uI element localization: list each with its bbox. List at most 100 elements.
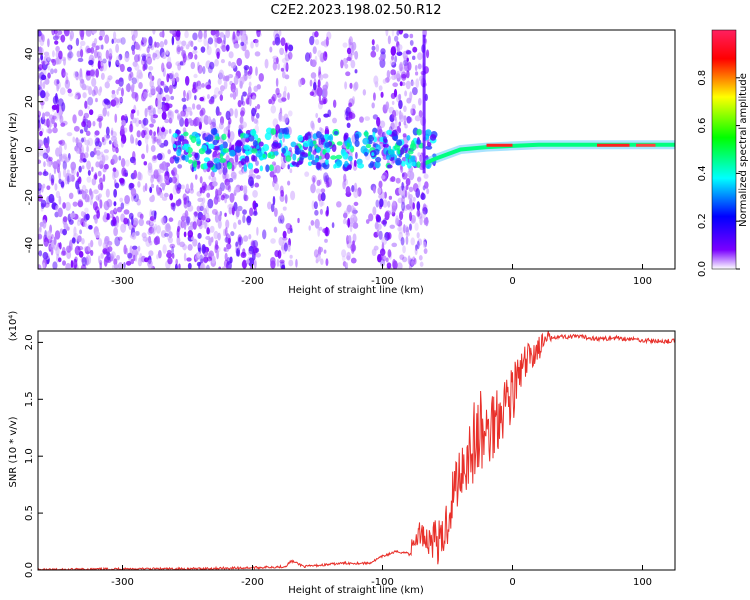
- spectrogram-cell: [403, 105, 407, 113]
- spectrogram-cell: [103, 134, 110, 141]
- spectrogram-cell: [89, 69, 95, 77]
- spectrogram-cell: [115, 43, 120, 53]
- spectrogram-cell: [419, 216, 423, 226]
- spectrogram-cell: [76, 220, 81, 226]
- spectrogram-cell: [254, 51, 261, 57]
- spectrogram-cell: [146, 107, 152, 113]
- spectrogram-cell: [142, 236, 148, 242]
- spectrogram-cell: [149, 73, 153, 81]
- spectrogram-cell: [54, 183, 58, 191]
- spectrogram-cell: [241, 121, 248, 129]
- spectrogram-cell: [367, 134, 375, 142]
- spectrogram-cell: [100, 61, 104, 67]
- spectrogram-cell: [243, 235, 249, 242]
- spectrogram-cell: [390, 69, 397, 76]
- spectrogram-cell: [310, 183, 316, 194]
- spectrogram-cell: [400, 160, 406, 167]
- snr-series-line: [38, 331, 675, 570]
- spectrogram-cell: [398, 121, 402, 127]
- spectrogram-cell: [152, 135, 157, 144]
- spectrogram-cell: [131, 136, 135, 144]
- spectrogram-cell: [346, 122, 351, 128]
- spectrogram-cell: [125, 260, 132, 266]
- spectrogram-cell: [312, 176, 316, 184]
- spectrogram-cell: [211, 118, 216, 128]
- spectrogram-cell: [38, 171, 43, 176]
- spectrogram-cell: [149, 186, 153, 194]
- spectrogram-cell: [201, 83, 205, 88]
- spectrogram-cell: [107, 75, 113, 81]
- spectrogram-cell: [163, 39, 168, 46]
- spectrogram-cell: [175, 30, 181, 38]
- spectrogram-cell: [166, 252, 173, 259]
- spectrogram-cell: [137, 53, 141, 62]
- spectrogram-cell: [91, 178, 97, 186]
- spectrogram-cell: [387, 200, 391, 208]
- spectrogram-cell: [131, 83, 135, 89]
- spectrogram-cell: [113, 226, 118, 237]
- spectrogram-cell: [178, 263, 181, 269]
- spectrogram-cell: [81, 83, 87, 91]
- spectrogram-cell: [422, 207, 428, 215]
- spectrogram-cell: [90, 239, 94, 248]
- spectrogram-cell: [255, 174, 261, 180]
- spectrogram-cell: [111, 38, 114, 45]
- spectrogram-cell: [203, 157, 211, 163]
- spectrogram-cell: [405, 235, 409, 246]
- spectrogram-cell: [243, 144, 251, 150]
- spectrogram-cell: [275, 77, 279, 87]
- spectrogram-cell: [58, 257, 62, 263]
- spectrogram-cell: [75, 71, 80, 81]
- spectrogram-cell: [176, 149, 182, 157]
- spectrogram-cell: [166, 61, 172, 70]
- spectrogram-cell: [398, 63, 404, 72]
- spectrogram-cell: [164, 118, 170, 124]
- spectrogram-cell: [389, 59, 395, 66]
- spectrogram-cell: [285, 155, 292, 162]
- spectrogram-cell: [157, 84, 161, 95]
- spectrogram-cell: [52, 50, 55, 58]
- spectrogram-cell: [62, 216, 68, 223]
- spectrogram-cell: [150, 183, 155, 189]
- spectrogram-cell: [242, 259, 247, 269]
- spectrogram-cell: [134, 54, 140, 63]
- spectrogram-cell: [46, 119, 52, 125]
- spectrogram-cell: [396, 30, 400, 36]
- spectrogram-cell: [401, 195, 406, 205]
- spectrogram-cell: [352, 222, 359, 229]
- spectrogram-cell: [323, 172, 329, 183]
- spectrogram-cell: [357, 163, 365, 169]
- spectrogram-cell: [349, 222, 354, 227]
- spectrogram-cell: [187, 243, 193, 251]
- spectrogram-cell: [315, 112, 319, 119]
- spectrogram-cell: [38, 122, 42, 132]
- spectrogram-cell: [118, 77, 124, 87]
- spectrogram-cell: [39, 47, 44, 55]
- spectrogram-cell: [100, 182, 104, 191]
- spectrogram-cell: [254, 202, 259, 208]
- spectrogram-cell: [214, 38, 218, 48]
- spectrogram-cell: [196, 205, 201, 212]
- spectrogram-cell: [228, 206, 233, 215]
- spectrogram-cell: [187, 153, 193, 158]
- spectrogram-cell: [61, 102, 66, 112]
- spectrogram-cell: [73, 70, 78, 79]
- snr-y-tick-label: 0.0: [24, 562, 35, 578]
- spectrogram-cell: [423, 217, 427, 226]
- spectrogram-cell: [401, 181, 404, 191]
- spectrogram-cell: [92, 120, 96, 127]
- spectrogram-cell: [373, 148, 380, 155]
- spectrogram-cell: [54, 40, 59, 45]
- spectrogram-cell: [387, 249, 392, 258]
- spectrogram-cell: [206, 45, 212, 56]
- spectrogram-cell: [215, 188, 219, 198]
- spectrogram-cell: [342, 219, 347, 225]
- spectrogram-cell: [68, 219, 74, 225]
- spectrogram-cell: [204, 220, 207, 229]
- spectrogram-cell: [364, 116, 371, 121]
- spectrogram-cell: [161, 62, 165, 73]
- spectrogram-cell: [172, 133, 178, 138]
- spectrogram-cell: [78, 165, 82, 173]
- spectrogram-cell: [76, 50, 81, 58]
- spectrogram-cell: [232, 31, 236, 40]
